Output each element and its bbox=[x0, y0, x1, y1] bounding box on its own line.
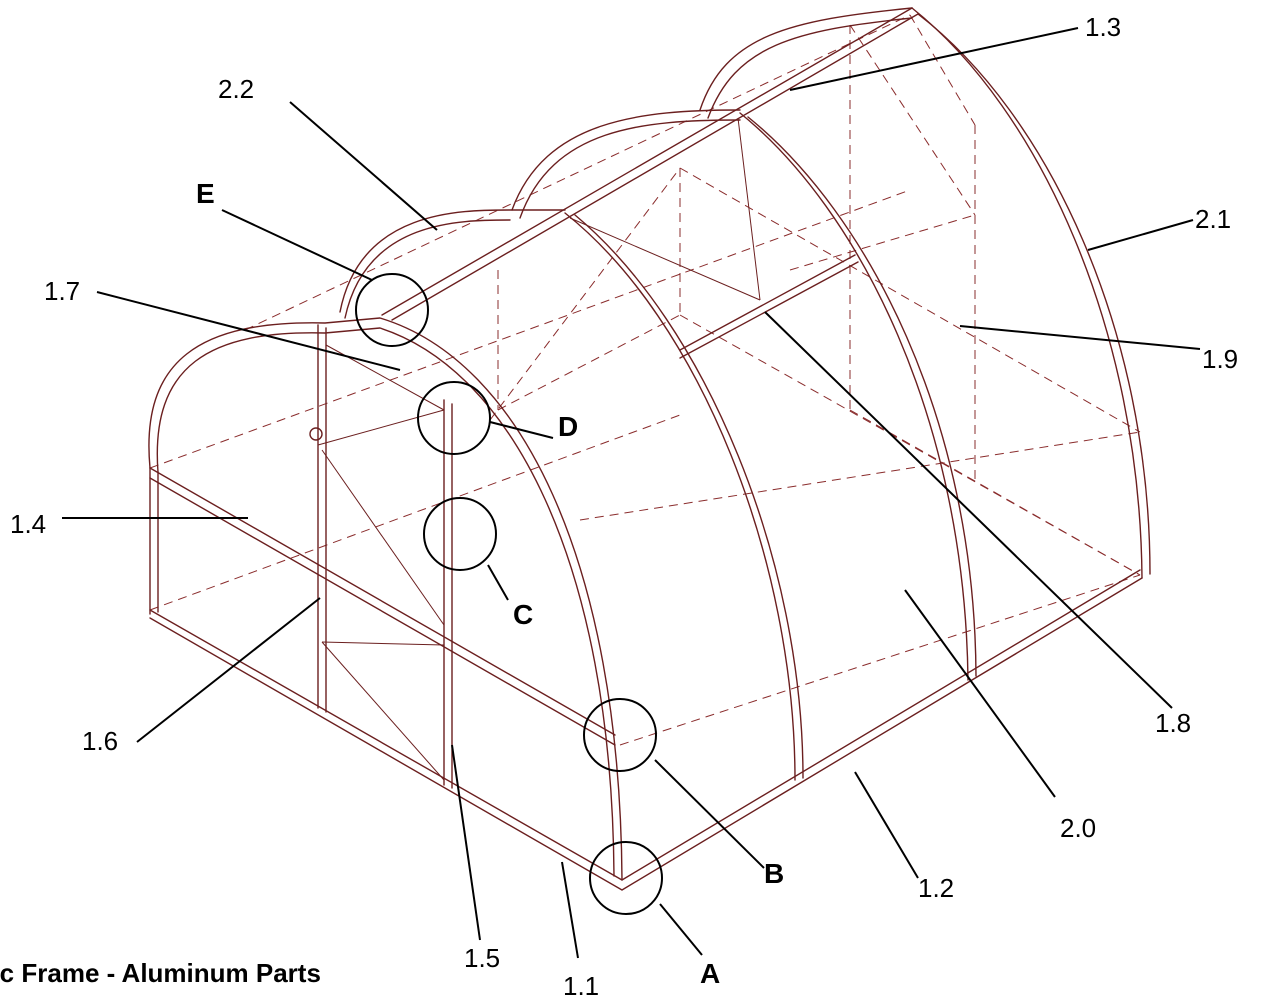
label-2-0: 2.0 bbox=[1060, 813, 1096, 843]
label-2-2: 2.2 bbox=[218, 74, 254, 104]
detail-circle-c bbox=[423, 497, 497, 571]
detail-circle-a bbox=[589, 841, 663, 915]
label-1-4: 1.4 bbox=[10, 509, 46, 539]
detail-circle-e bbox=[355, 273, 429, 347]
label-1-5: 1.5 bbox=[464, 943, 500, 973]
label-a: A bbox=[700, 958, 720, 989]
diagram-caption: sic Frame - Aluminum Parts bbox=[0, 958, 321, 988]
detail-circle-b bbox=[583, 698, 657, 772]
label-e: E bbox=[196, 178, 215, 209]
detail-circle-d bbox=[417, 381, 491, 455]
label-1-2: 1.2 bbox=[918, 873, 954, 903]
part-labels: 1.3 2.2 E 2.1 1.7 1.9 D 1.4 C 1.6 1.8 B … bbox=[10, 12, 1238, 1001]
label-1-8: 1.8 bbox=[1155, 708, 1191, 738]
label-1-9: 1.9 bbox=[1202, 344, 1238, 374]
label-1-1: 1.1 bbox=[563, 971, 599, 1001]
hidden-lines bbox=[149, 14, 1141, 746]
label-1-3: 1.3 bbox=[1085, 12, 1121, 42]
label-b: B bbox=[764, 858, 784, 889]
label-1-7: 1.7 bbox=[44, 276, 80, 306]
label-1-6: 1.6 bbox=[82, 726, 118, 756]
label-2-1: 2.1 bbox=[1195, 204, 1231, 234]
leader-lines bbox=[62, 27, 1201, 959]
frame-lines bbox=[148, 7, 1151, 891]
label-d: D bbox=[558, 411, 578, 442]
detail-circles bbox=[355, 273, 663, 915]
label-c: C bbox=[513, 599, 533, 630]
